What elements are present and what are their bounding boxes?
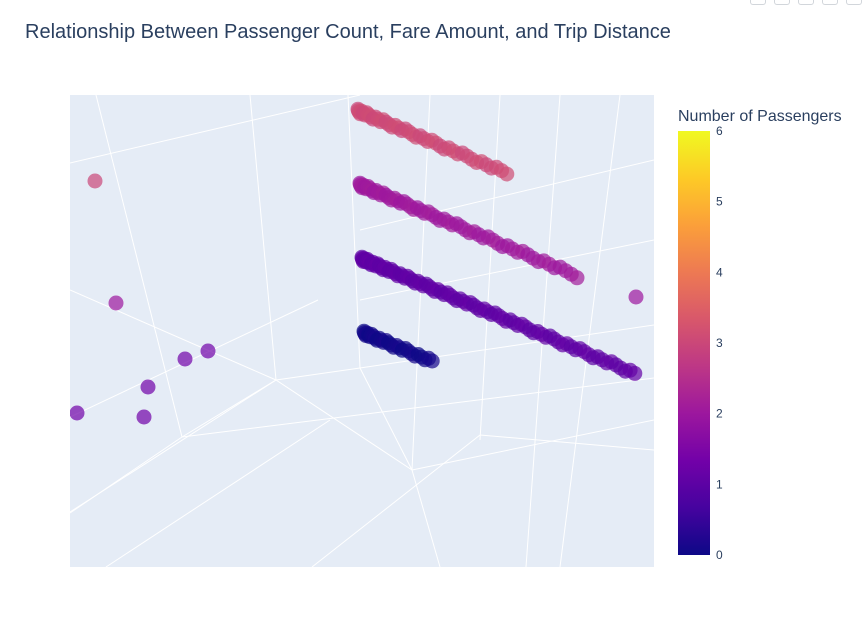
outlier-point — [140, 379, 156, 395]
colorbar-tick-label: 5 — [716, 195, 723, 209]
grid-line — [479, 434, 654, 451]
rotate-icon[interactable] — [822, 0, 838, 5]
scatter-points — [70, 101, 644, 425]
chart-title: Relationship Between Passenger Count, Fa… — [25, 21, 671, 43]
grid-line — [411, 469, 441, 567]
colorbar-tick-label: 6 — [716, 124, 723, 138]
outlier-point — [136, 409, 152, 425]
grid-line — [411, 419, 654, 471]
outlier-point — [200, 343, 216, 359]
data-point — [627, 365, 643, 381]
grid-line — [347, 95, 361, 369]
grid-line — [275, 367, 361, 381]
outlier-point — [628, 289, 644, 305]
outlier-point — [87, 173, 103, 189]
grid-line — [311, 434, 481, 567]
grid-line — [70, 379, 277, 513]
zoom-icon[interactable] — [774, 0, 790, 5]
grid-line — [70, 95, 361, 164]
camera-icon[interactable] — [750, 0, 766, 5]
outlier-point — [108, 295, 124, 311]
grid-line — [181, 377, 654, 438]
outlier-point — [177, 351, 193, 367]
grid-line — [70, 299, 319, 418]
colorbar-ticks: 0 1 2 3 4 5 6 — [716, 124, 723, 562]
grid-line — [95, 95, 183, 438]
data-point — [569, 270, 585, 286]
colorbar-title: Number of Passengers — [678, 108, 842, 125]
grid-line — [559, 95, 621, 567]
colorbar-tick-label: 2 — [716, 407, 723, 421]
grid-line — [275, 379, 413, 471]
colorbar-tick-label: 3 — [716, 336, 723, 350]
grid-line — [105, 419, 331, 567]
grid-line — [359, 159, 654, 231]
grid-line — [249, 95, 277, 381]
scene[interactable] — [70, 95, 655, 567]
scene-grid — [70, 95, 654, 567]
grid-line — [359, 367, 413, 471]
pan-icon[interactable] — [798, 0, 814, 5]
grid-line — [70, 289, 277, 381]
grid-line — [359, 239, 654, 301]
grid-line — [359, 324, 654, 369]
data-point — [424, 353, 440, 369]
colorbar: Number of Passengers 0 1 2 3 4 5 6 — [678, 108, 842, 562]
colorbar-gradient — [678, 131, 710, 555]
colorbar-tick-label: 1 — [716, 477, 723, 491]
colorbar-tick-label: 0 — [716, 548, 723, 562]
colorbar-tick-label: 4 — [716, 265, 723, 279]
data-point — [499, 166, 515, 182]
outlier-point — [70, 405, 85, 421]
grid-line — [479, 95, 501, 441]
